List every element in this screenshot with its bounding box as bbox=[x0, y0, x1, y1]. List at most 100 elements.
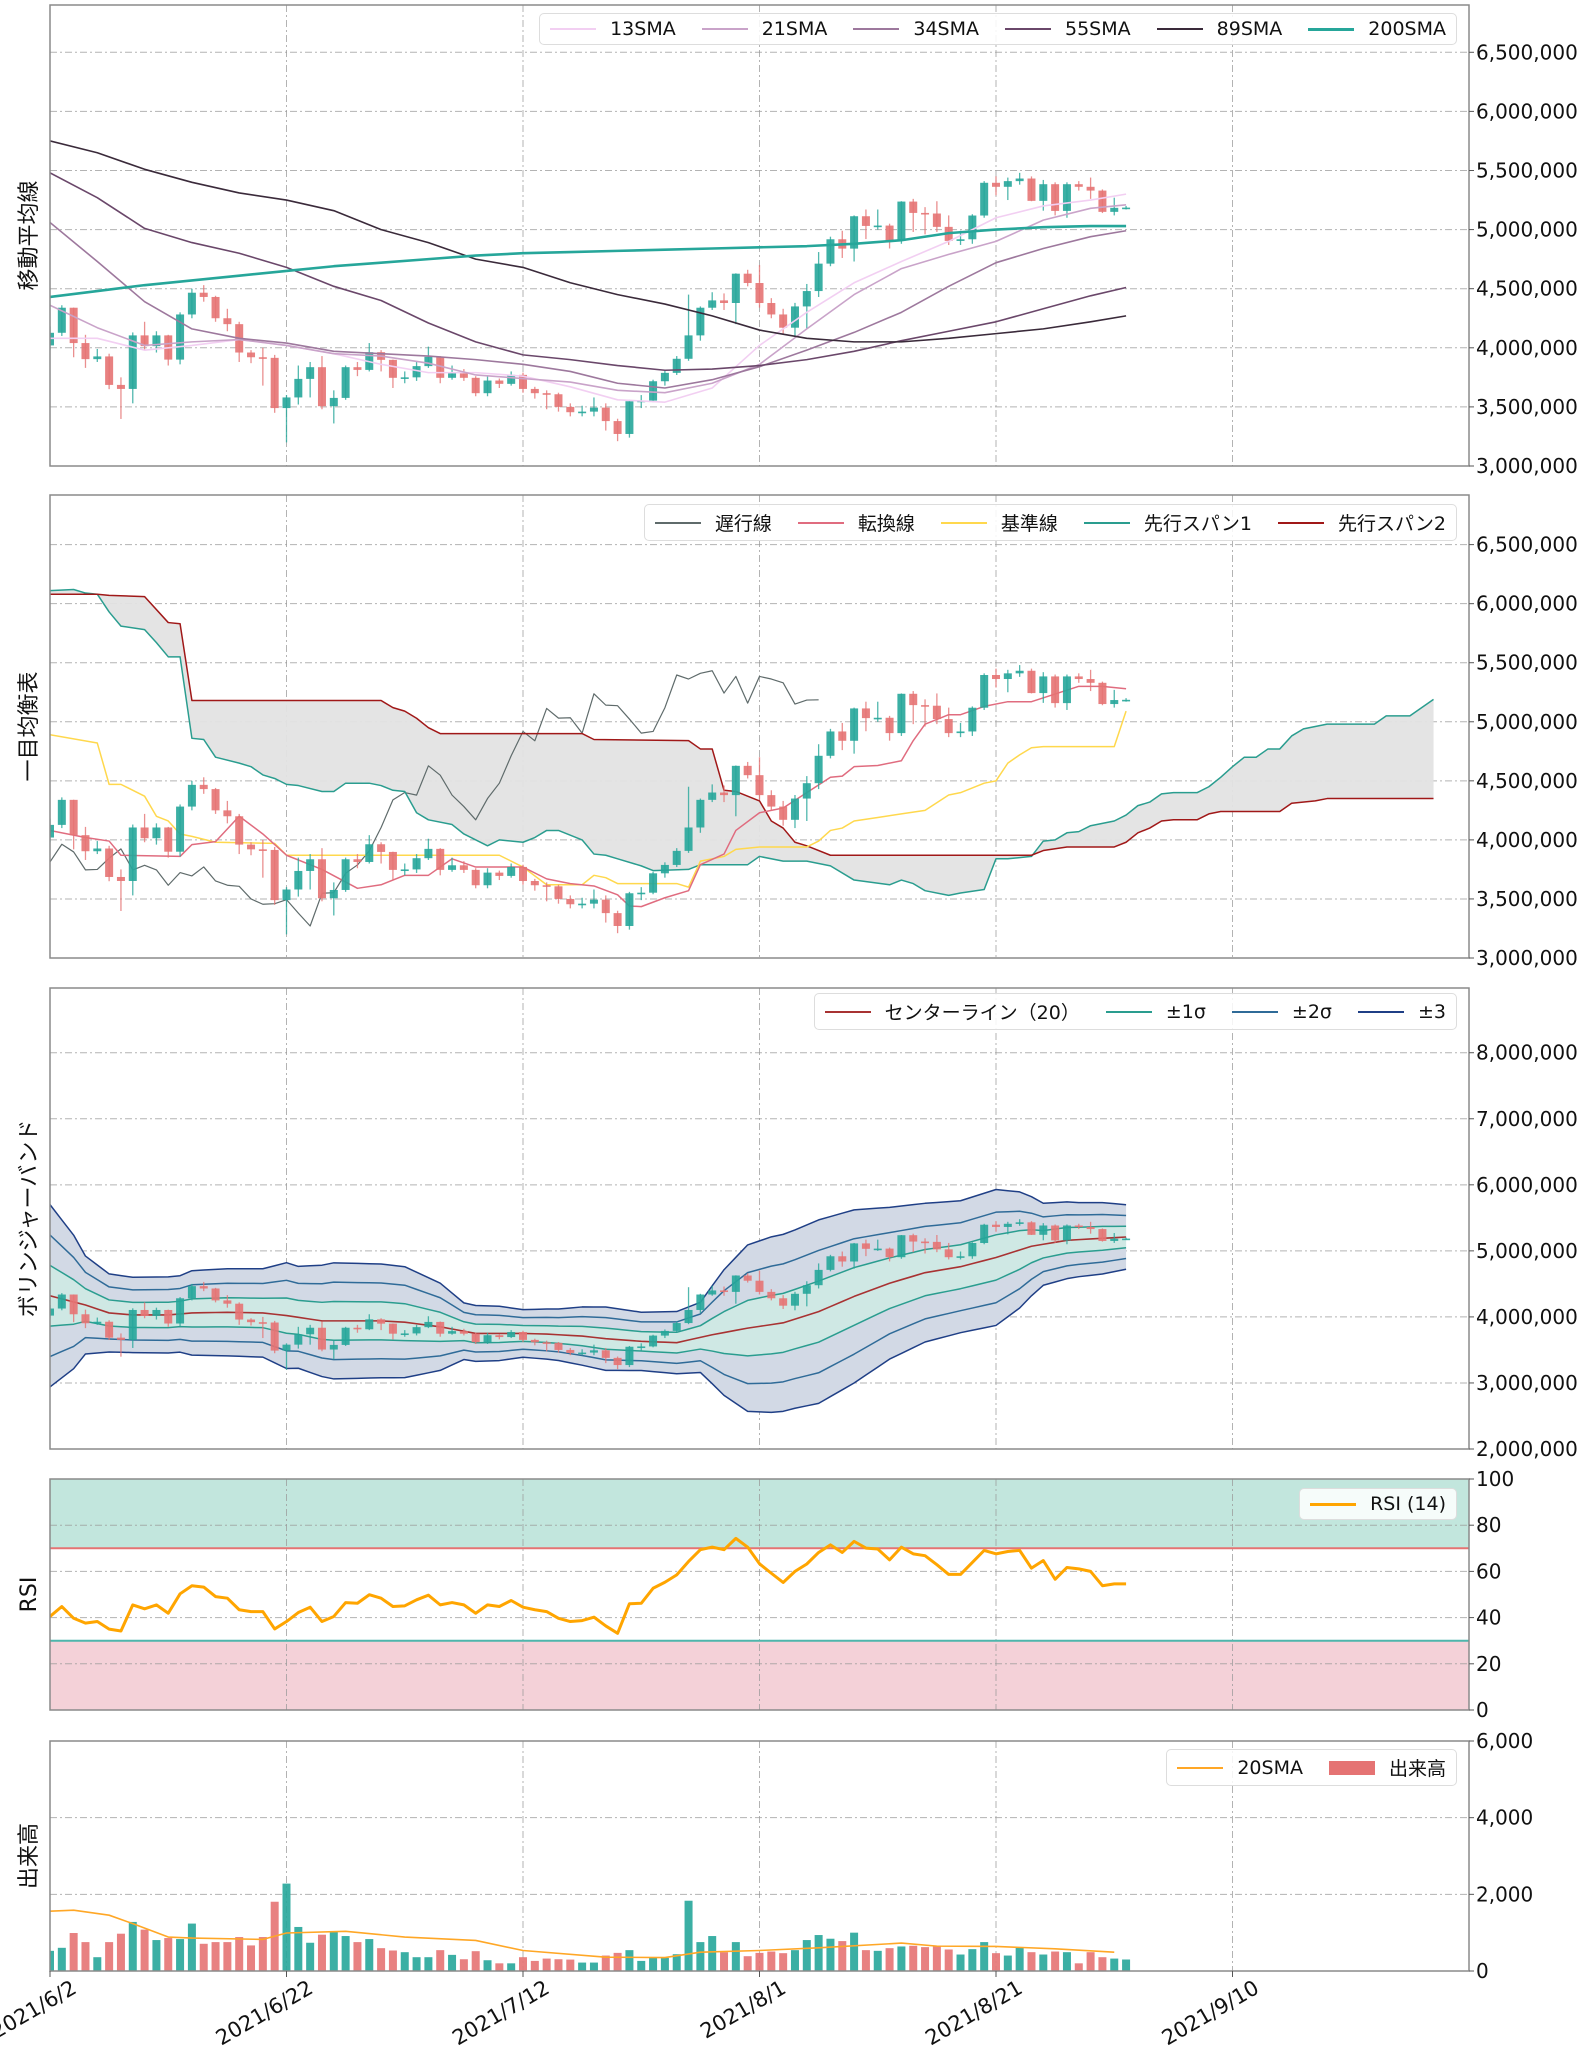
ichimoku-plot-body bbox=[50, 495, 1469, 958]
panel-frame bbox=[49, 1478, 1470, 1711]
y-tick-label: 80 bbox=[1476, 1513, 1501, 1537]
candle bbox=[105, 845, 114, 882]
candle-body bbox=[199, 292, 208, 297]
candle-body bbox=[731, 273, 740, 303]
y-tick-label: 6,000,000 bbox=[1476, 99, 1578, 123]
candle bbox=[672, 1321, 681, 1333]
candle-body bbox=[459, 865, 468, 870]
legend-line bbox=[940, 521, 987, 524]
candle bbox=[140, 813, 149, 843]
candle-body bbox=[850, 708, 859, 741]
candle bbox=[980, 673, 989, 710]
candle-body bbox=[105, 1321, 114, 1338]
candle-body bbox=[921, 212, 930, 215]
candle-body bbox=[1003, 181, 1012, 187]
sma-line bbox=[50, 203, 1127, 394]
candle-body bbox=[779, 806, 788, 820]
candle-body bbox=[802, 783, 811, 799]
candle-body bbox=[968, 215, 977, 240]
candle bbox=[483, 1332, 492, 1344]
candle-body bbox=[1015, 1222, 1024, 1224]
candle-body bbox=[294, 1334, 303, 1345]
candle-body bbox=[1003, 1223, 1012, 1227]
candle bbox=[649, 871, 658, 895]
candle-body bbox=[495, 1335, 504, 1338]
candle bbox=[589, 889, 598, 909]
y-tick-label: 4,000 bbox=[1476, 1806, 1533, 1830]
candle bbox=[306, 1324, 315, 1345]
band-line-upper1 bbox=[50, 1225, 1127, 1334]
candle bbox=[873, 1239, 882, 1251]
candle-body bbox=[909, 201, 918, 213]
candle bbox=[69, 1294, 78, 1323]
y-tick-label: 5,500,000 bbox=[1476, 158, 1578, 182]
candle-body bbox=[211, 296, 220, 319]
candle-body bbox=[519, 374, 527, 389]
candle-body bbox=[436, 356, 445, 378]
candle bbox=[684, 786, 693, 853]
candle-body bbox=[69, 1294, 78, 1315]
candle-body bbox=[105, 356, 114, 385]
candle bbox=[1051, 182, 1060, 216]
volume-bar bbox=[388, 1950, 397, 1971]
candle bbox=[755, 1270, 764, 1295]
candle-body bbox=[660, 1330, 669, 1336]
y-axis-title: ボリンジャーバンド bbox=[17, 1120, 42, 1318]
candle bbox=[176, 1297, 185, 1327]
candle-body bbox=[128, 827, 137, 881]
y-tick-label: 2,000,000 bbox=[1476, 1437, 1578, 1461]
candle bbox=[1098, 681, 1107, 706]
y-tick-label: 3,000,000 bbox=[1476, 1371, 1578, 1395]
candle bbox=[554, 884, 563, 904]
candle bbox=[341, 365, 350, 400]
candle bbox=[684, 294, 693, 361]
candle bbox=[696, 798, 705, 833]
volume-bar bbox=[471, 1951, 480, 1971]
legend-label: 出来高 bbox=[1388, 1758, 1446, 1780]
candle bbox=[258, 347, 267, 386]
candle-body bbox=[140, 1309, 149, 1316]
candle-body bbox=[944, 719, 953, 734]
candle-body bbox=[779, 314, 788, 328]
volume-bar bbox=[649, 1957, 658, 1971]
ichimoku-cloud bbox=[50, 589, 1434, 896]
volume-bar bbox=[1039, 1954, 1048, 1971]
volume-bar bbox=[566, 1959, 575, 1971]
candle-body bbox=[152, 1309, 161, 1316]
candle-body bbox=[1122, 699, 1131, 702]
candle-body bbox=[873, 1248, 882, 1251]
candle-body bbox=[436, 1321, 445, 1334]
y-tick-label: 5,500,000 bbox=[1476, 651, 1578, 675]
volume-bar bbox=[1086, 1952, 1095, 1971]
volume-bar bbox=[672, 1954, 681, 1971]
candle-body bbox=[589, 1350, 598, 1353]
candle-body bbox=[672, 358, 681, 373]
candle bbox=[353, 854, 362, 869]
candle-body bbox=[50, 824, 54, 838]
candle-body bbox=[1110, 207, 1119, 212]
candle bbox=[1003, 177, 1012, 201]
candle bbox=[164, 826, 173, 858]
candle bbox=[909, 198, 918, 232]
candle-body bbox=[235, 816, 244, 845]
volume-bar bbox=[897, 1946, 906, 1971]
candle-body bbox=[105, 848, 114, 877]
candle-body bbox=[1062, 184, 1071, 211]
candle bbox=[424, 346, 433, 368]
candle bbox=[1062, 1224, 1071, 1245]
candle-body bbox=[814, 263, 823, 292]
candle-body bbox=[838, 1256, 847, 1262]
candle-body bbox=[743, 765, 752, 776]
volume-bar bbox=[625, 1950, 634, 1971]
volume-bar bbox=[306, 1942, 315, 1971]
candle-body bbox=[1074, 1225, 1083, 1228]
candle-body bbox=[696, 1294, 705, 1310]
candle-body bbox=[211, 789, 220, 811]
candle bbox=[164, 1309, 173, 1327]
candle-body bbox=[81, 835, 90, 852]
legend-item: ±2σ bbox=[1231, 1001, 1332, 1023]
y-tick-label: 3,000,000 bbox=[1476, 946, 1578, 970]
candle-body bbox=[708, 300, 717, 308]
candle bbox=[223, 308, 232, 332]
candle-body bbox=[873, 225, 882, 228]
